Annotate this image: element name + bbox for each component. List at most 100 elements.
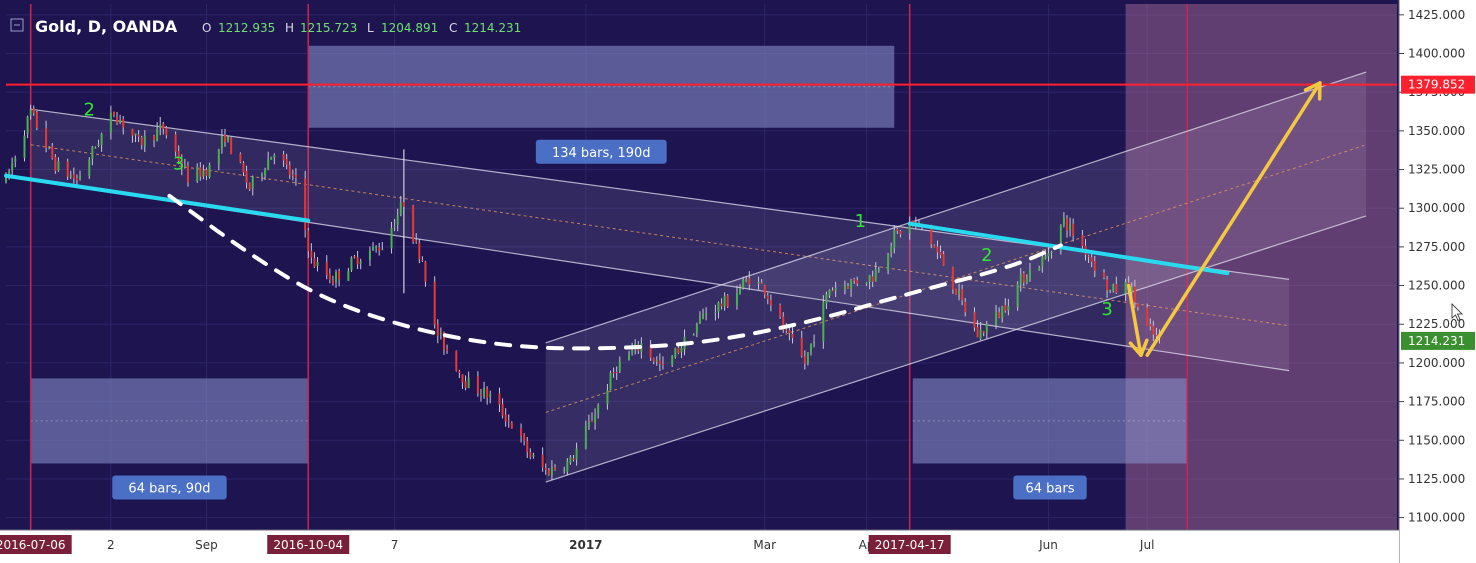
- candle-body: [896, 228, 899, 231]
- price-tick-label: 1350.000: [1408, 124, 1465, 138]
- date-range-label: 134 bars, 190d: [552, 146, 651, 161]
- candle-body: [1025, 278, 1028, 283]
- candle-body: [760, 282, 763, 285]
- candle-body: [1081, 235, 1084, 246]
- candle-body: [791, 333, 794, 338]
- candle-body: [35, 112, 38, 128]
- candle-body: [267, 159, 270, 170]
- candle-body: [313, 258, 316, 268]
- candle-body: [325, 261, 328, 275]
- candle-body: [825, 294, 828, 304]
- price-axis: 1100.000 1125.000 1150.000 1175.000 1200.000…: [1398, 0, 1476, 563]
- time-tick-label: 2016-10-04: [273, 538, 343, 552]
- candle-body: [1041, 257, 1044, 267]
- neckline-dashed-curve[interactable]: [167, 193, 1063, 351]
- candle-body: [566, 461, 569, 472]
- candle-body: [822, 302, 825, 342]
- candle-body: [618, 360, 621, 372]
- candle-body: [242, 163, 245, 173]
- candle-body: [553, 467, 557, 470]
- projection-arrow-shaft[interactable]: [1126, 283, 1143, 357]
- trend-line-cyan-lower[interactable]: [907, 221, 1230, 276]
- price-tick-label: 1275.000: [1408, 240, 1465, 254]
- candle-body: [264, 169, 267, 176]
- candle-body: [979, 329, 982, 339]
- candle-body: [285, 158, 288, 165]
- candle-body: [396, 215, 399, 226]
- candle-body: [270, 156, 273, 160]
- candle-body: [951, 266, 954, 290]
- candle-body: [541, 454, 544, 468]
- time-axis-bg[interactable]: [0, 530, 1399, 563]
- ascending-channel-upper-line[interactable]: [545, 71, 1367, 344]
- candle-body: [372, 246, 375, 251]
- candle-body: [461, 374, 464, 383]
- candle-body: [702, 314, 705, 319]
- candle-body: [745, 279, 748, 282]
- candle-body: [692, 334, 695, 336]
- candle-body: [893, 230, 896, 248]
- candle-body: [23, 135, 26, 158]
- candle-body: [609, 372, 612, 391]
- candle-body: [942, 253, 945, 266]
- candle-body: [1149, 324, 1152, 327]
- price-axis-bg[interactable]: [1399, 0, 1476, 563]
- date-range-boxes: 64 bars, 90d 134 bars, 190d 64 bars: [30, 45, 1188, 500]
- candle-body: [976, 326, 979, 338]
- candle-body: [1047, 253, 1050, 257]
- candle-body: [122, 118, 125, 128]
- ascending-channel-lower-line[interactable]: [545, 215, 1367, 483]
- candle-body: [97, 144, 100, 147]
- candle-body: [982, 331, 985, 333]
- price-tick-label: 1225.000: [1408, 317, 1465, 331]
- candle-body: [1007, 305, 1010, 311]
- candle-body: [628, 354, 631, 361]
- high-value: 1215.723: [300, 21, 357, 35]
- candle-body: [908, 221, 911, 234]
- cursor-icon: [1451, 303, 1463, 322]
- candle-body: [331, 280, 334, 284]
- time-tick-label: 2: [107, 538, 115, 552]
- date-range-label: 64 bars: [1026, 481, 1075, 496]
- header: Gold, D, OANDA O 1212.935 H 1215.723 L 1…: [10, 17, 521, 36]
- candle-body: [11, 162, 14, 171]
- candle-body: [1019, 274, 1022, 285]
- candle-body: [112, 111, 115, 116]
- date-range-box[interactable]: [308, 45, 895, 128]
- candle-body: [526, 441, 529, 453]
- candle-body: [338, 271, 341, 280]
- candle-body: [939, 251, 942, 256]
- low-value: 1204.891: [381, 21, 438, 35]
- wave-label: 2: [84, 99, 95, 120]
- candle-body: [569, 457, 572, 463]
- candle-body: [359, 261, 362, 264]
- candle-body: [890, 246, 893, 253]
- candle-body: [162, 123, 165, 129]
- candle-body: [677, 347, 680, 354]
- descending-channel-fill: [30, 109, 1290, 371]
- candle-body: [658, 360, 661, 364]
- candle-body: [985, 324, 988, 333]
- projection-arrow-head: [1128, 338, 1149, 357]
- price-tick-label: 1150.000: [1408, 433, 1465, 447]
- collapse-icon[interactable]: [10, 18, 24, 32]
- candle-body: [809, 343, 812, 352]
- candle-body: [1050, 251, 1053, 253]
- projection-arrow-shaft[interactable]: [1145, 81, 1322, 357]
- candle-body: [316, 261, 319, 266]
- candle-body: [954, 288, 957, 295]
- candle-body: [489, 394, 492, 397]
- last-price-badge: [1401, 331, 1475, 350]
- candle-body: [698, 317, 701, 324]
- candles: [4, 104, 1161, 481]
- candle-body: [153, 135, 156, 141]
- time-tick-label: Jul: [1139, 538, 1154, 552]
- candle-body: [79, 176, 82, 179]
- candle-body: [421, 259, 424, 261]
- candle-body: [843, 285, 846, 290]
- candle-body: [1146, 307, 1149, 326]
- trend-line-cyan-upper[interactable]: [4, 173, 311, 223]
- candle-body: [853, 278, 856, 281]
- candle-body: [180, 161, 183, 168]
